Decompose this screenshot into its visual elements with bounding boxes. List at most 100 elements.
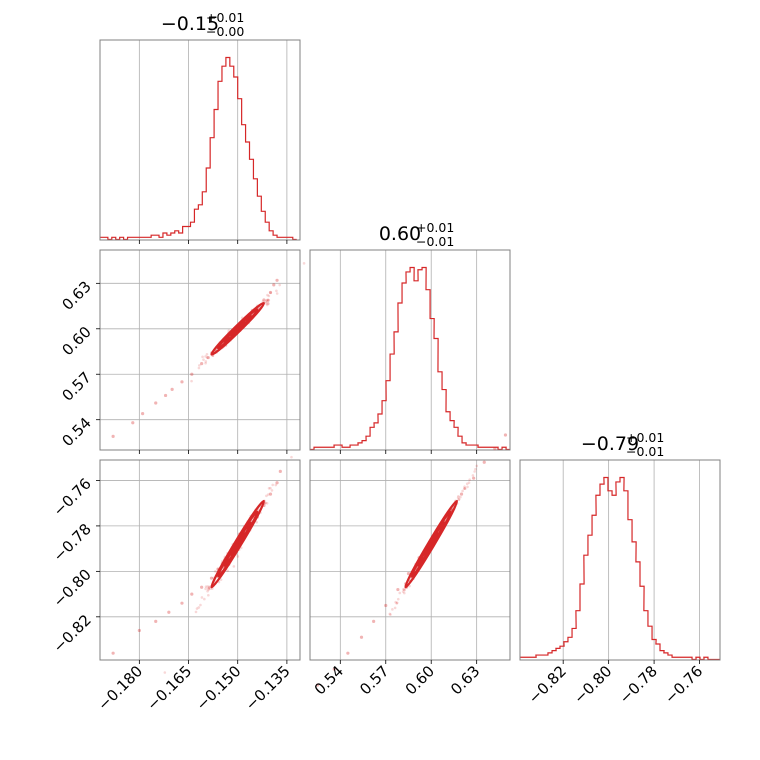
scatter-density-point <box>388 612 392 616</box>
scatter-point <box>141 412 145 416</box>
x-tick-label: −0.150 <box>193 662 245 714</box>
scatter-density-point <box>398 591 402 595</box>
scatter-density-point <box>163 671 167 674</box>
x-tick-label: −0.82 <box>525 662 570 707</box>
scatter-density-point <box>463 487 466 490</box>
scatter-density-point <box>266 298 270 302</box>
scatter-point <box>275 278 279 282</box>
param-title-plus-0: +0.01 <box>206 10 244 25</box>
scatter-density-point <box>471 474 475 477</box>
scatter-point <box>111 651 115 655</box>
scatter-density-point <box>206 589 209 593</box>
x-tick-label: −0.135 <box>242 662 294 714</box>
scatter-density-point <box>203 597 206 601</box>
panel-2-2 <box>520 460 720 661</box>
scatter-density-point <box>463 487 467 490</box>
scatter-point <box>200 585 204 589</box>
param-title-plus-1: +0.01 <box>416 220 454 235</box>
contour-level <box>210 499 266 589</box>
scatter-density-point <box>255 521 258 524</box>
scatter-density-point <box>401 590 405 593</box>
scatter-density-point <box>201 355 204 359</box>
x-tick-label: 0.57 <box>356 662 392 698</box>
scatter-density-point <box>266 293 269 297</box>
scatter-density-point <box>266 302 269 306</box>
scatter-point <box>163 393 168 398</box>
param-title-1: 0.60 <box>379 223 421 245</box>
y-tick-label: 0.57 <box>58 368 94 404</box>
scatter-density-point <box>302 262 306 265</box>
histogram-step <box>100 56 297 241</box>
scatter-point <box>503 433 508 437</box>
scatter-density-point <box>206 356 209 359</box>
y-tick-label: −0.78 <box>50 520 95 565</box>
scatter-density-point <box>226 569 230 573</box>
scatter-density-point <box>207 588 210 591</box>
scatter-density-point <box>467 481 471 484</box>
scatter-density-point <box>236 555 240 558</box>
panel-bg <box>100 40 300 240</box>
contour-level <box>404 499 459 589</box>
scatter-density-point <box>468 478 471 481</box>
scatter-density-point <box>267 294 271 298</box>
x-tick-label: 0.60 <box>402 662 438 698</box>
panel-1-1 <box>309 250 511 451</box>
scatter-density-point <box>402 591 406 595</box>
scatter-density-point <box>204 355 207 358</box>
panel-border <box>309 249 511 451</box>
scatter-density-point <box>270 489 274 492</box>
scatter-density-point <box>395 602 399 605</box>
scatter-point <box>493 447 497 451</box>
scatter-density-point <box>202 358 205 361</box>
scatter-density-point <box>204 585 208 588</box>
x-tick-label: −0.165 <box>143 662 195 714</box>
scatter-point <box>262 298 266 302</box>
scatter-density-point <box>463 485 466 489</box>
scatter-density-point <box>265 298 268 302</box>
scatter-density-point <box>269 291 272 295</box>
scatter-density-point <box>271 483 274 487</box>
scatter-point <box>190 592 194 596</box>
scatter-point <box>275 481 279 485</box>
scatter-density-point <box>391 608 394 611</box>
scatter-point <box>372 619 376 623</box>
scatter-density-point <box>475 464 479 468</box>
scatter-density-point <box>396 597 400 601</box>
scatter-point <box>131 421 135 425</box>
contour-level <box>210 301 266 356</box>
param-title-plus-2: +0.01 <box>626 430 664 445</box>
panel-2-1 <box>310 433 510 687</box>
scatter-density-point <box>194 610 198 614</box>
scatter-point <box>268 492 273 496</box>
scatter-density-point <box>473 470 476 473</box>
scatter-density-point <box>267 299 271 302</box>
scatter-density-point <box>265 501 269 505</box>
y-tick-label: 0.54 <box>58 414 94 450</box>
panel-2-0 <box>100 455 300 674</box>
param-title-minus-0: −0.00 <box>206 24 244 39</box>
scatter-point <box>154 619 158 623</box>
panel-0-0 <box>100 40 300 241</box>
scatter-density-point <box>207 593 210 597</box>
x-tick-label: 0.63 <box>447 662 483 698</box>
scatter-density-point <box>403 588 406 592</box>
x-tick-label: −0.180 <box>94 662 146 714</box>
param-title-0: −0.15 <box>161 13 219 35</box>
param-title-2: −0.79 <box>581 433 639 455</box>
panel-border <box>99 249 301 451</box>
scatter-density-point <box>207 587 210 590</box>
scatter-density-point <box>266 493 270 496</box>
scatter-point <box>406 572 411 576</box>
scatter-density-point <box>197 366 201 370</box>
scatter-density-point <box>393 606 397 610</box>
y-tick-label: 0.60 <box>58 323 94 359</box>
scatter-point <box>472 476 476 480</box>
x-tick-label: −0.78 <box>616 662 661 707</box>
scatter-point <box>170 387 174 391</box>
scatter-point <box>209 576 214 580</box>
scatter-density-point <box>402 588 406 591</box>
scatter-point <box>111 434 115 438</box>
scatter-density-point <box>195 607 199 610</box>
scatter-point <box>359 635 364 639</box>
